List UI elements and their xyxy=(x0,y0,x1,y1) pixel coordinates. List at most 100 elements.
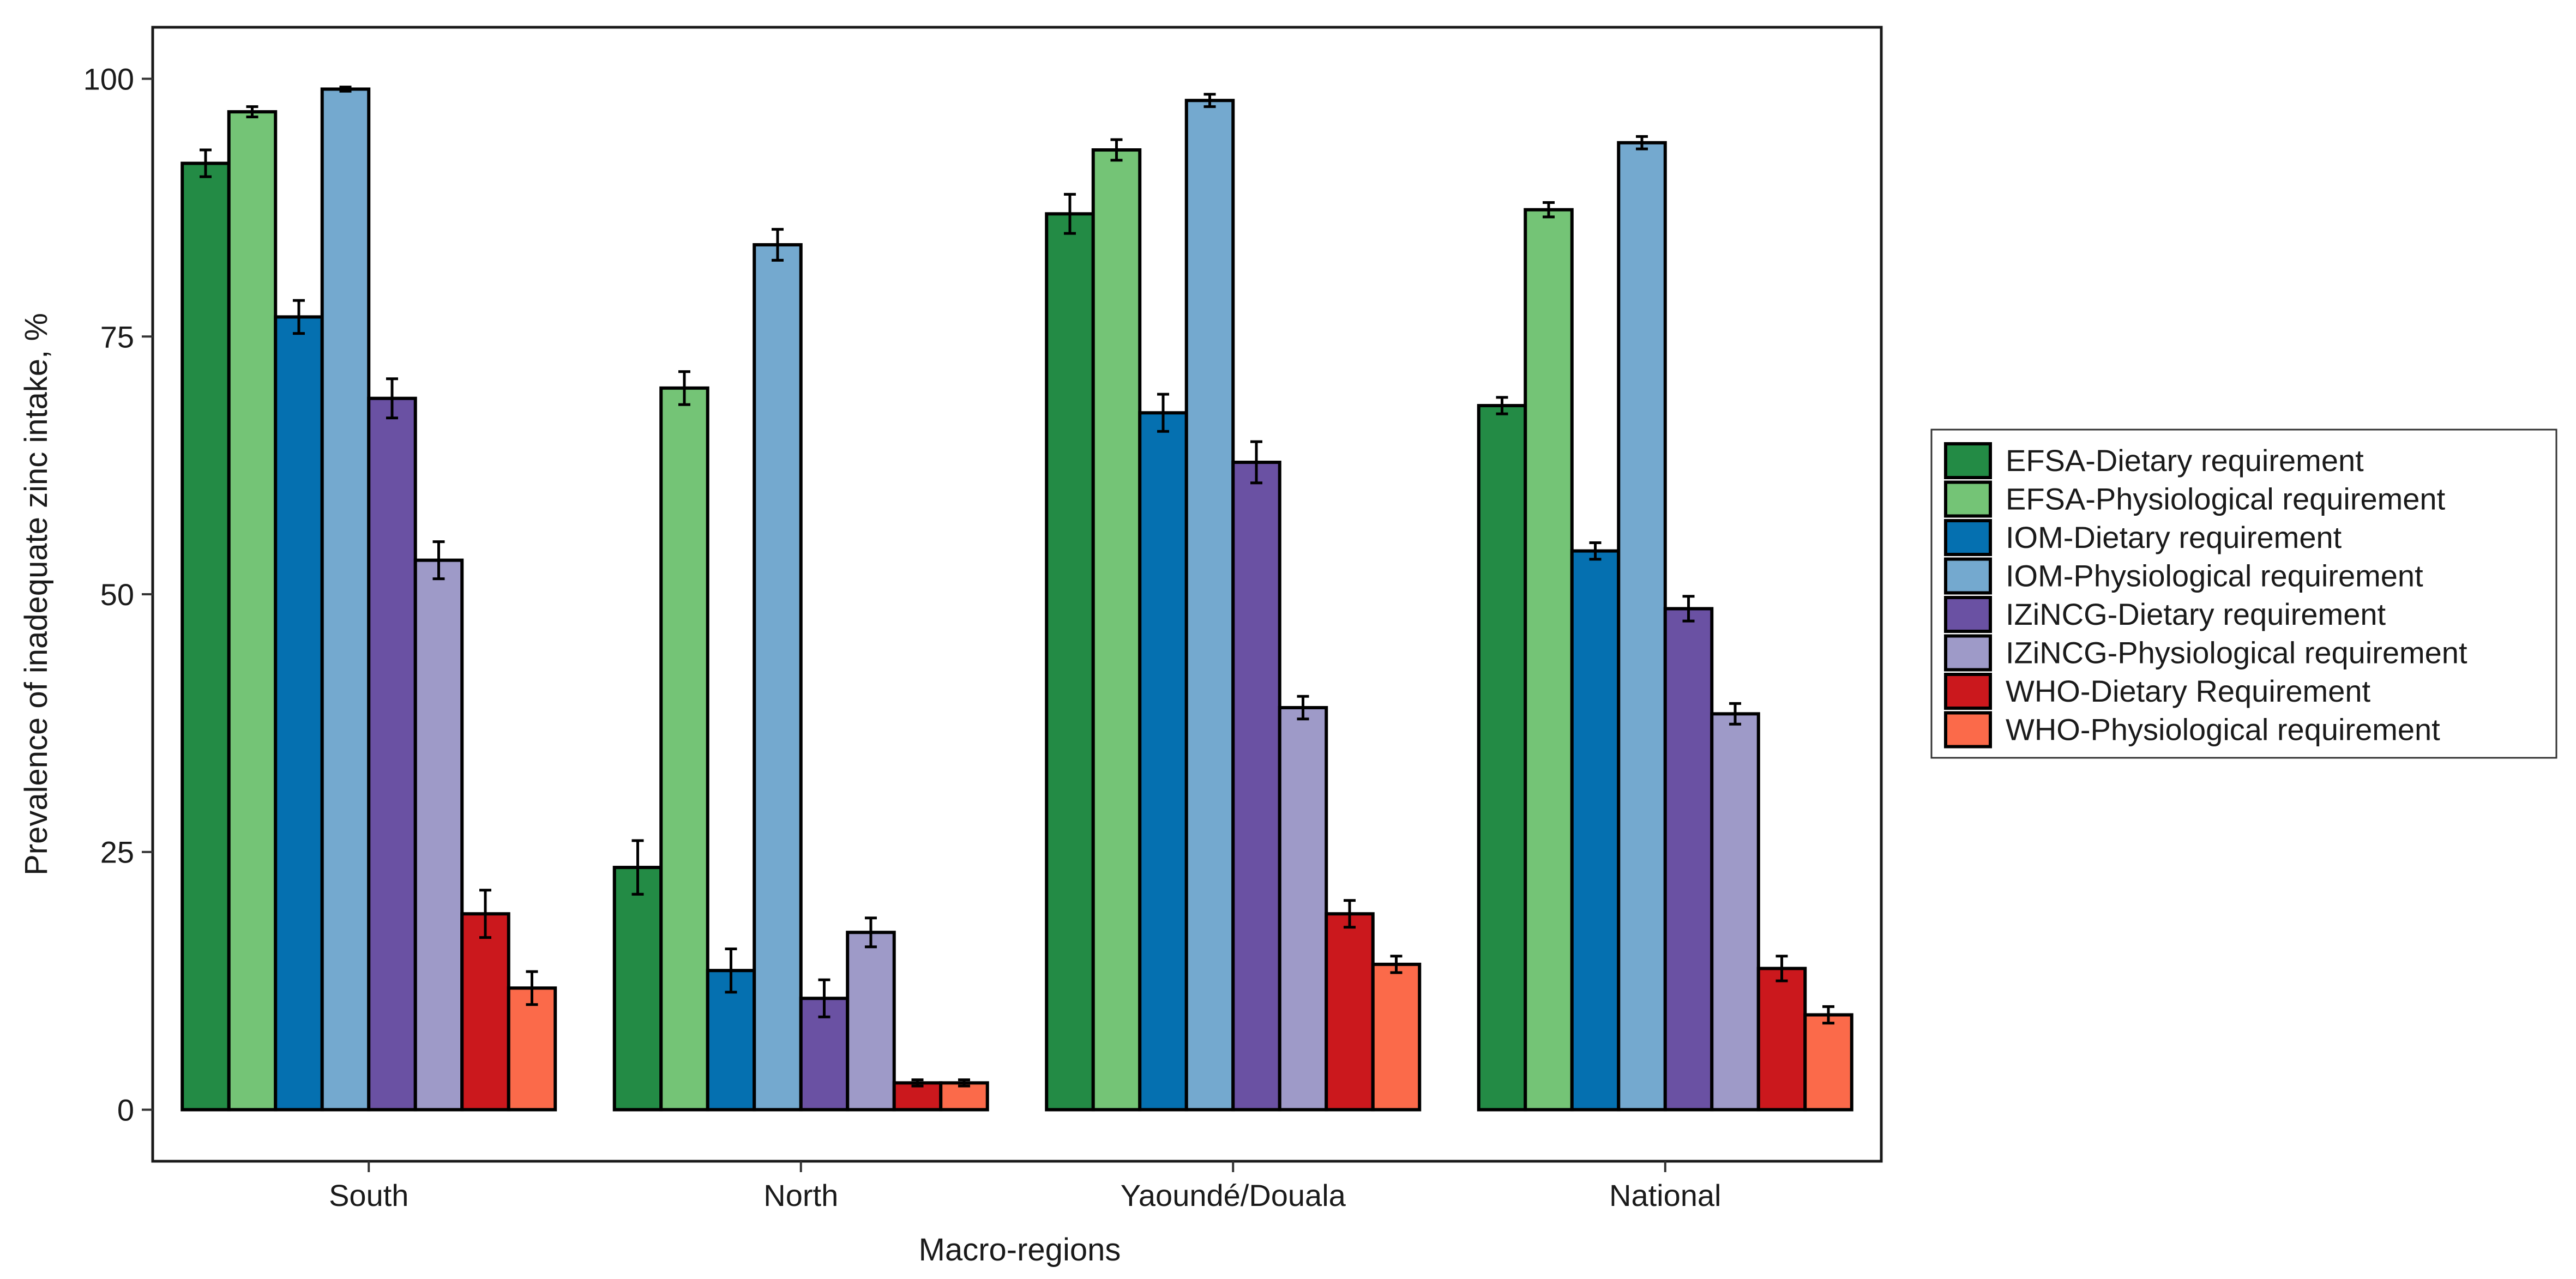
legend-label: IZiNCG-Dietary requirement xyxy=(2006,597,2386,631)
bar-north-iom-physiological-requirement xyxy=(753,243,803,1112)
error-bar-north-iom-dietary-requirement xyxy=(725,947,737,994)
x-axis: South North Yaoundé/Douala National xyxy=(329,1161,1721,1212)
error-bar-national-efsa-dietary-requirement xyxy=(1496,396,1508,415)
error-bar-yaound-douala-efsa-physiological-requirement xyxy=(1110,138,1123,162)
error-bar-north-iom-physiological-requirement xyxy=(772,228,784,262)
legend-item-izincg-physiological-requirement: IZiNCG-Physiological requirement xyxy=(1944,634,2467,672)
legend: EFSA-Dietary requirement EFSA-Physiologic… xyxy=(1944,442,2467,749)
bar-south-who-dietary-requirement xyxy=(460,912,510,1112)
x-tick-label-north: North xyxy=(763,1178,838,1212)
legend-label: EFSA-Dietary requirement xyxy=(2006,443,2364,478)
legend-swatch xyxy=(1944,634,1992,672)
legend-swatch xyxy=(1944,673,1992,710)
legend-label: EFSA-Physiological requirement xyxy=(2006,482,2446,516)
error-bar-yaound-douala-efsa-dietary-requirement xyxy=(1064,192,1076,235)
error-bar-north-who-dietary-requirement xyxy=(911,1078,924,1088)
legend-item-efsa-physiological-requirement: EFSA-Physiological requirement xyxy=(1944,480,2446,518)
bar-yaound-douala-iom-dietary-requirement xyxy=(1138,411,1188,1112)
error-bar-yaound-douala-izincg-physiological-requirement xyxy=(1297,695,1309,721)
y-tick-label: 75 xyxy=(100,319,134,354)
bar-national-efsa-physiological-requirement xyxy=(1524,208,1574,1112)
bar-national-efsa-dietary-requirement xyxy=(1477,403,1527,1112)
bar-south-who-physiological-requirement xyxy=(507,986,557,1112)
legend-swatch xyxy=(1944,442,1992,479)
bar-south-efsa-physiological-requirement xyxy=(227,110,278,1112)
error-bar-national-izincg-physiological-requirement xyxy=(1729,702,1741,726)
x-tick-label-yaound-douala: Yaoundé/Douala xyxy=(1121,1178,1346,1212)
bar-north-iom-dietary-requirement xyxy=(706,969,756,1112)
error-bar-north-efsa-physiological-requirement xyxy=(678,370,690,406)
bar-north-efsa-dietary-requirement xyxy=(612,866,663,1112)
legend-item-iom-dietary-requirement: IOM-Dietary requirement xyxy=(1944,519,2342,556)
error-bar-national-who-dietary-requirement xyxy=(1775,955,1788,982)
bar-national-who-physiological-requirement xyxy=(1803,1013,1853,1112)
legend-label: IZiNCG-Physiological requirement xyxy=(2006,636,2467,670)
legend-swatch xyxy=(1944,557,1992,595)
error-bar-national-efsa-physiological-requirement xyxy=(1543,201,1555,219)
error-bar-south-izincg-dietary-requirement xyxy=(386,377,398,420)
bar-north-efsa-physiological-requirement xyxy=(659,386,709,1112)
bars-layer xyxy=(180,87,1853,1112)
y-axis-title: Prevalence of inadequate zinc intake, % xyxy=(19,313,54,876)
legend-item-izincg-dietary-requirement: IZiNCG-Dietary requirement xyxy=(1944,596,2386,633)
x-tick-label-national: National xyxy=(1609,1178,1721,1212)
error-bar-north-izincg-dietary-requirement xyxy=(818,978,830,1018)
bar-yaound-douala-izincg-dietary-requirement xyxy=(1231,460,1281,1112)
error-bar-yaound-douala-who-dietary-requirement xyxy=(1344,899,1356,929)
bar-north-who-physiological-requirement xyxy=(939,1081,989,1112)
error-bar-national-iom-dietary-requirement xyxy=(1589,541,1602,561)
error-bar-south-efsa-dietary-requirement xyxy=(200,148,212,178)
error-bar-south-who-dietary-requirement xyxy=(479,889,491,939)
error-bar-yaound-douala-iom-dietary-requirement xyxy=(1157,393,1169,433)
error-bar-yaound-douala-iom-physiological-requirement xyxy=(1203,93,1216,108)
errorbars-layer xyxy=(200,86,1834,1088)
bar-yaound-douala-efsa-dietary-requirement xyxy=(1045,212,1095,1112)
legend-label: IOM-Physiological requirement xyxy=(2006,559,2423,593)
error-bar-north-who-physiological-requirement xyxy=(958,1078,970,1088)
y-tick-label: 0 xyxy=(117,1093,134,1127)
bar-national-who-dietary-requirement xyxy=(1756,967,1807,1112)
x-axis-title: Macro-regions xyxy=(919,1232,1121,1268)
error-bar-south-izincg-physiological-requirement xyxy=(432,540,445,581)
bar-north-who-dietary-requirement xyxy=(892,1081,943,1112)
legend-swatch xyxy=(1944,596,1992,633)
bar-yaound-douala-who-dietary-requirement xyxy=(1325,912,1375,1112)
bar-yaound-douala-iom-physiological-requirement xyxy=(1184,99,1235,1112)
legend-label: WHO-Physiological requirement xyxy=(2006,713,2440,747)
error-bar-south-efsa-physiological-requirement xyxy=(246,105,258,119)
bar-national-iom-dietary-requirement xyxy=(1570,549,1621,1112)
error-bar-south-iom-dietary-requirement xyxy=(293,299,305,335)
error-bar-yaound-douala-izincg-dietary-requirement xyxy=(1250,440,1262,485)
bar-national-izincg-dietary-requirement xyxy=(1663,607,1714,1112)
error-bar-north-izincg-physiological-requirement xyxy=(865,916,877,949)
x-tick-label-south: South xyxy=(329,1178,408,1212)
bar-south-iom-dietary-requirement xyxy=(274,315,324,1112)
bar-south-izincg-physiological-requirement xyxy=(413,558,464,1112)
bar-south-izincg-dietary-requirement xyxy=(367,396,417,1112)
legend-label: WHO-Dietary Requirement xyxy=(2006,674,2370,708)
y-axis: 0 25 50 75 100 xyxy=(83,62,153,1127)
error-bar-national-izincg-dietary-requirement xyxy=(1682,595,1695,623)
error-bar-national-iom-physiological-requirement xyxy=(1636,135,1648,150)
legend-label: IOM-Dietary requirement xyxy=(2006,520,2342,554)
legend-swatch xyxy=(1944,711,1992,749)
bar-national-izincg-physiological-requirement xyxy=(1710,712,1760,1112)
bar-south-iom-physiological-requirement xyxy=(320,87,371,1112)
bar-yaound-douala-efsa-physiological-requirement xyxy=(1091,148,1142,1112)
error-bar-national-who-physiological-requirement xyxy=(1822,1005,1834,1025)
y-tick-label: 50 xyxy=(100,577,134,612)
bar-south-efsa-dietary-requirement xyxy=(180,161,231,1112)
bar-north-izincg-physiological-requirement xyxy=(846,931,896,1112)
error-bar-south-who-physiological-requirement xyxy=(526,970,538,1006)
legend-swatch xyxy=(1944,480,1992,518)
bar-national-iom-physiological-requirement xyxy=(1617,141,1667,1112)
legend-item-efsa-dietary-requirement: EFSA-Dietary requirement xyxy=(1944,442,2364,479)
y-tick-label: 100 xyxy=(83,62,134,96)
legend-swatch xyxy=(1944,519,1992,556)
legend-item-who-dietary-requirement: WHO-Dietary Requirement xyxy=(1944,673,2370,710)
legend-item-iom-physiological-requirement: IOM-Physiological requirement xyxy=(1944,557,2423,595)
error-bar-north-efsa-dietary-requirement xyxy=(631,839,644,896)
error-bar-south-iom-physiological-requirement xyxy=(339,86,352,93)
legend-item-who-physiological-requirement: WHO-Physiological requirement xyxy=(1944,711,2440,749)
